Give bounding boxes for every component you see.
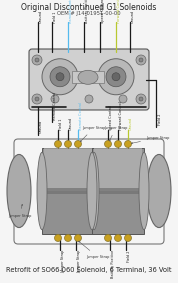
Text: Ground: Ground xyxy=(39,120,43,133)
Bar xyxy=(93,188,143,194)
Text: Forward Control: Forward Control xyxy=(117,0,121,23)
Ellipse shape xyxy=(87,152,97,230)
Text: Jumper Strap: Jumper Strap xyxy=(77,250,81,273)
Circle shape xyxy=(35,58,39,62)
Circle shape xyxy=(56,73,64,81)
Circle shape xyxy=(124,235,132,241)
Circle shape xyxy=(75,140,82,147)
Circle shape xyxy=(85,95,93,103)
Text: Jumper Strap: Jumper Strap xyxy=(131,136,169,144)
Circle shape xyxy=(64,140,72,147)
Text: Jumper Strap: Jumper Strap xyxy=(80,126,105,142)
Circle shape xyxy=(136,94,146,104)
Text: OEM # J14-01951-00-00: OEM # J14-01951-00-00 xyxy=(57,12,121,16)
Bar xyxy=(44,148,92,191)
Ellipse shape xyxy=(147,155,171,228)
Circle shape xyxy=(114,140,122,147)
Text: Jumper Strap: Jumper Strap xyxy=(61,250,65,273)
Circle shape xyxy=(136,55,146,65)
Text: Field 2: Field 2 xyxy=(158,113,162,125)
Text: Ground: Ground xyxy=(39,10,43,23)
Circle shape xyxy=(54,140,62,147)
Text: Ground: Ground xyxy=(69,117,73,130)
Text: Ground: Ground xyxy=(131,10,135,23)
Text: Remote Control: Remote Control xyxy=(69,0,73,23)
Bar xyxy=(94,148,142,191)
Circle shape xyxy=(139,97,143,101)
Text: Remote Control: Remote Control xyxy=(53,92,57,120)
Circle shape xyxy=(32,55,42,65)
Bar xyxy=(72,71,104,83)
Circle shape xyxy=(104,235,111,241)
Ellipse shape xyxy=(78,70,98,84)
Ellipse shape xyxy=(7,155,31,228)
Bar xyxy=(42,148,94,234)
Circle shape xyxy=(35,97,39,101)
Circle shape xyxy=(139,58,143,62)
Circle shape xyxy=(114,235,122,241)
Text: Jumper Strap: Jumper Strap xyxy=(79,241,109,259)
Ellipse shape xyxy=(139,152,149,230)
Text: Field 2: Field 2 xyxy=(127,250,131,261)
Circle shape xyxy=(98,59,134,95)
Text: Speed Control: Speed Control xyxy=(109,105,113,130)
Text: Field 1: Field 1 xyxy=(53,12,57,23)
Bar xyxy=(92,148,144,234)
Text: Retrofit of SO66-060 Solenoid, 6 Terminal, 36 Volt: Retrofit of SO66-060 Solenoid, 6 Termina… xyxy=(6,267,172,273)
Bar xyxy=(43,188,93,194)
Circle shape xyxy=(124,140,132,147)
Text: Jumper Strap: Jumper Strap xyxy=(104,126,127,141)
Text: Field 1: Field 1 xyxy=(59,119,63,130)
Circle shape xyxy=(51,95,59,103)
Text: Speed Control: Speed Control xyxy=(101,0,105,23)
Ellipse shape xyxy=(89,152,99,230)
Circle shape xyxy=(119,95,127,103)
Circle shape xyxy=(50,67,70,87)
Text: Remote Control: Remote Control xyxy=(79,102,83,130)
Text: Battery Positive: Battery Positive xyxy=(111,250,115,278)
Text: Original Discontinued G1 Solenoids: Original Discontinued G1 Solenoids xyxy=(21,3,157,12)
Circle shape xyxy=(106,67,126,87)
Ellipse shape xyxy=(37,152,47,230)
Circle shape xyxy=(75,235,82,241)
Circle shape xyxy=(64,235,72,241)
Text: Battery Positive: Battery Positive xyxy=(85,0,89,23)
Circle shape xyxy=(32,94,42,104)
Circle shape xyxy=(54,235,62,241)
Circle shape xyxy=(112,73,120,81)
Text: Jumper Strap: Jumper Strap xyxy=(8,204,31,218)
Text: Forward Control: Forward Control xyxy=(119,101,123,130)
Text: Ground: Ground xyxy=(129,117,133,130)
FancyBboxPatch shape xyxy=(29,49,149,110)
Circle shape xyxy=(104,140,111,147)
Circle shape xyxy=(42,59,78,95)
